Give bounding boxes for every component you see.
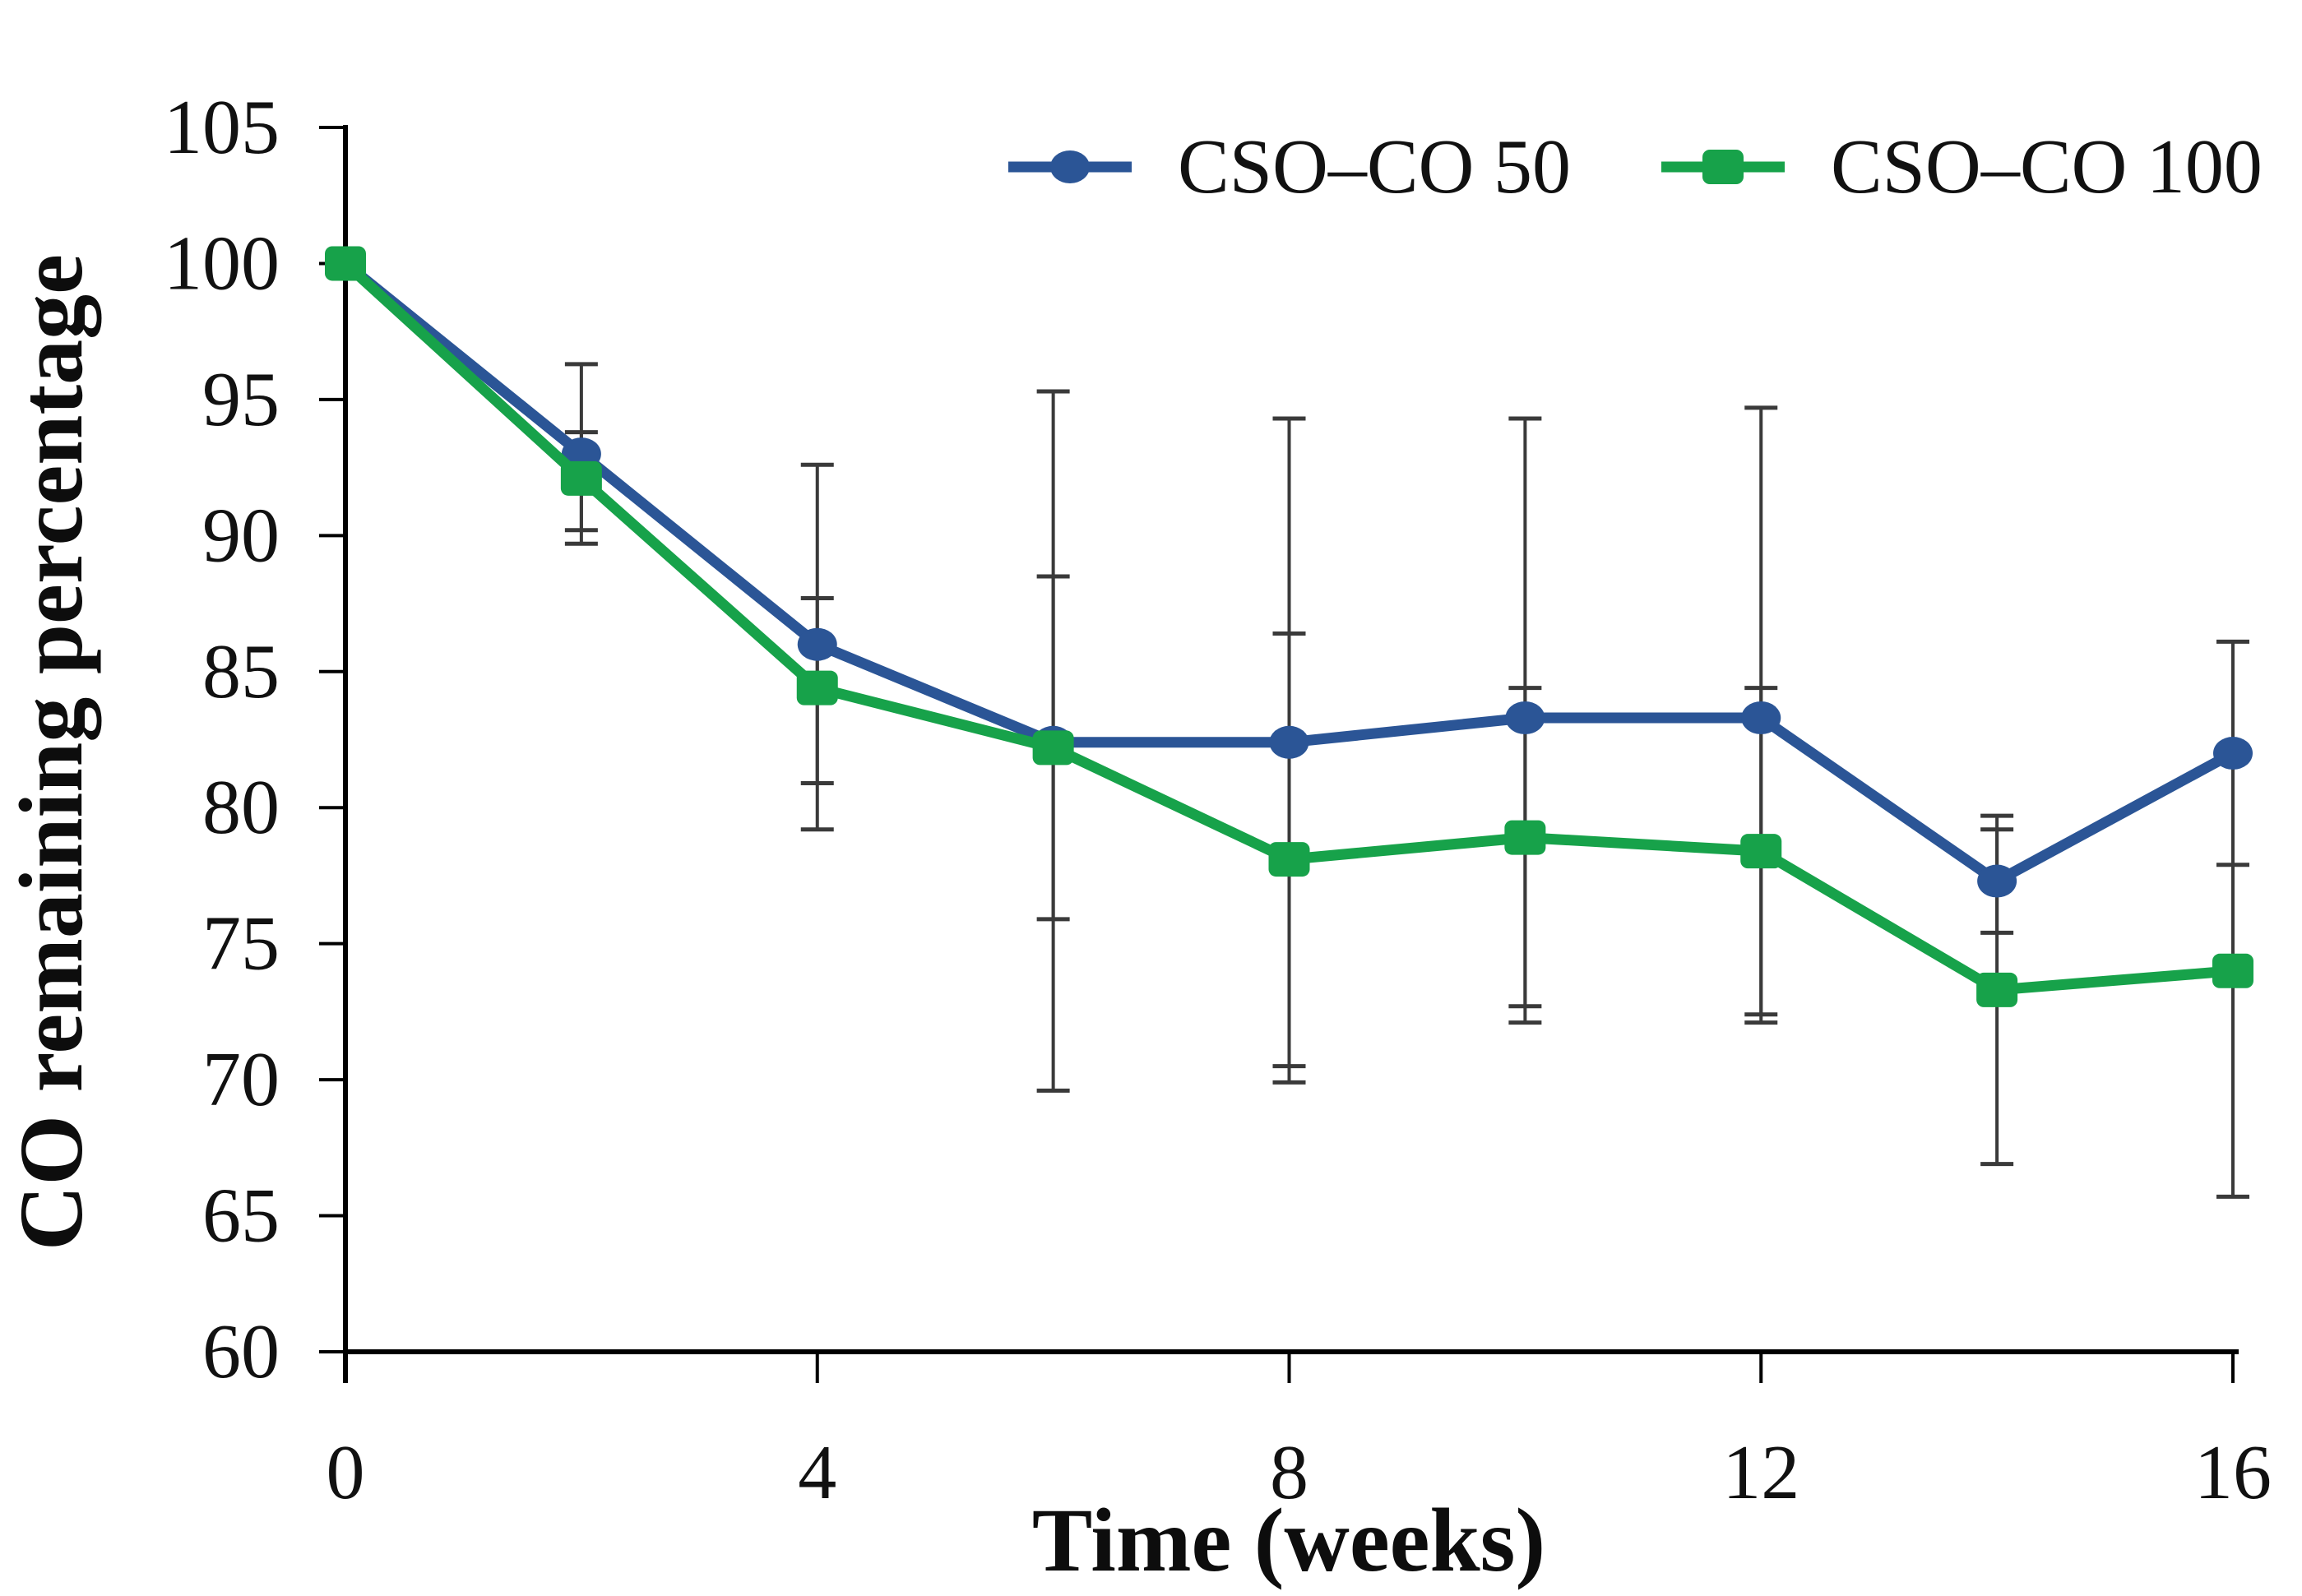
y-tick-label-75: 75 (202, 901, 280, 987)
y-tick-label-70: 70 (202, 1037, 280, 1122)
legend-circle-marker-icon (1008, 150, 1132, 183)
marker-square-1-x12 (1740, 834, 1782, 869)
x-tick-label-12: 12 (1722, 1430, 1799, 1515)
marker-square-1-x0 (325, 246, 366, 281)
marker-square-1-x14 (1976, 972, 2018, 1007)
legend-label-cso-co-50: CSO–CO 50 (1178, 124, 1571, 210)
legend-item-cso-co-100: CSO–CO 100 (1660, 124, 2263, 210)
legend-item-cso-co-50: CSO–CO 50 (1008, 128, 1571, 206)
marker-square-1-x16 (2212, 953, 2253, 988)
marker-square-1-x4 (796, 670, 838, 705)
x-tick-label-0: 0 (327, 1430, 365, 1515)
y-tick-label-100: 100 (164, 220, 280, 306)
marker-square-1-x8 (1268, 842, 1310, 877)
y-tick-label-65: 65 (202, 1173, 280, 1259)
y-tick-label-105: 105 (164, 85, 280, 170)
marker-circle-0-x4 (797, 627, 837, 661)
marker-circle-0-x10 (1505, 701, 1545, 735)
legend: CSO–CO 50 CSO–CO 100 (1008, 128, 2263, 206)
legend-square-marker-icon (1660, 150, 1785, 184)
marker-circle-0-x16 (2213, 737, 2253, 770)
marker-square-1-x2 (560, 460, 602, 496)
y-tick-label-85: 85 (202, 629, 280, 715)
y-tick-label-90: 90 (202, 493, 280, 578)
legend-label-cso-co-100: CSO–CO 100 (1830, 124, 2263, 210)
marker-square-1-x10 (1504, 820, 1546, 855)
marker-square-1-x6 (1032, 730, 1074, 766)
marker-circle-0-x8 (1269, 725, 1309, 759)
marker-circle-0-x12 (1741, 701, 1781, 735)
marker-circle-0-x14 (1977, 864, 2017, 898)
y-axis-title: CO remaining percentage (1, 254, 101, 1251)
y-tick-label-60: 60 (202, 1309, 280, 1395)
x-tick-label-4: 4 (798, 1430, 836, 1515)
y-tick-label-95: 95 (202, 357, 280, 442)
x-axis-title: Time (weeks) (1031, 1490, 1546, 1590)
x-tick-label-8: 8 (1270, 1430, 1308, 1515)
x-tick-label-16: 16 (2194, 1430, 2272, 1515)
y-tick-label-80: 80 (202, 765, 280, 850)
